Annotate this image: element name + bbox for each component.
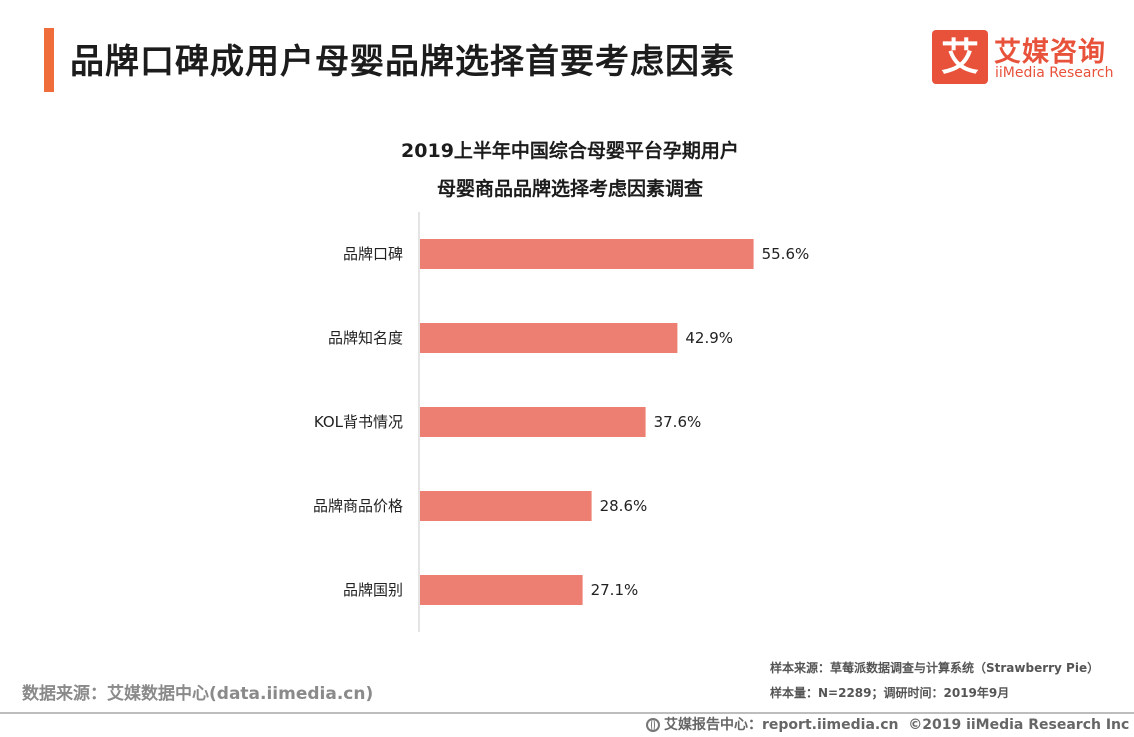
sample-size: 样本量：N=2289；调研时间：2019年9月 bbox=[770, 686, 1010, 700]
bar bbox=[420, 323, 678, 353]
page-title: 品牌口碑成用户母婴品牌选择首要考虑因素 bbox=[70, 42, 735, 82]
value-label: 28.6% bbox=[600, 497, 648, 515]
report-center-link[interactable]: 艾媒报告中心：report.iimedia.cn bbox=[664, 717, 899, 733]
bar bbox=[420, 239, 754, 269]
logo-name-en: iiMedia Research bbox=[995, 65, 1114, 81]
category-label: 品牌商品价格 bbox=[313, 497, 403, 515]
value-label: 55.6% bbox=[762, 245, 810, 263]
data-source: 数据来源：艾媒数据中心(data.iimedia.cn) bbox=[22, 684, 374, 704]
footer-bar: 艾媒报告中心：report.iimedia.cn ©2019 iiMedia R… bbox=[646, 714, 1129, 734]
chart-title-line-1: 2019上半年中国综合母婴平台孕期用户 bbox=[401, 140, 739, 162]
value-label: 27.1% bbox=[591, 581, 639, 599]
category-label: 品牌口碑 bbox=[343, 245, 403, 263]
category-label: 品牌国别 bbox=[343, 581, 403, 599]
value-label: 37.6% bbox=[654, 413, 702, 431]
logo-name-cn: 艾媒咨询 bbox=[994, 37, 1106, 68]
category-label: KOL背书情况 bbox=[314, 413, 403, 431]
bar bbox=[420, 575, 583, 605]
bar bbox=[420, 407, 646, 437]
brand-logo: 艾 艾媒咨询 iiMedia Research bbox=[932, 30, 1114, 86]
bar bbox=[420, 491, 592, 521]
logo-mark: 艾 bbox=[932, 30, 988, 84]
chart-title-line-2: 母婴商品品牌选择考虑因素调查 bbox=[436, 178, 703, 200]
globe-icon bbox=[646, 718, 660, 732]
category-label: 品牌知名度 bbox=[328, 329, 403, 347]
footer-divider bbox=[0, 712, 1134, 714]
title-accent-bar bbox=[44, 28, 54, 92]
value-label: 42.9% bbox=[685, 329, 733, 347]
sample-source: 样本来源：草莓派数据调查与计算系统（Strawberry Pie） bbox=[770, 661, 1100, 675]
copyright: ©2019 iiMedia Research Inc bbox=[908, 717, 1130, 733]
